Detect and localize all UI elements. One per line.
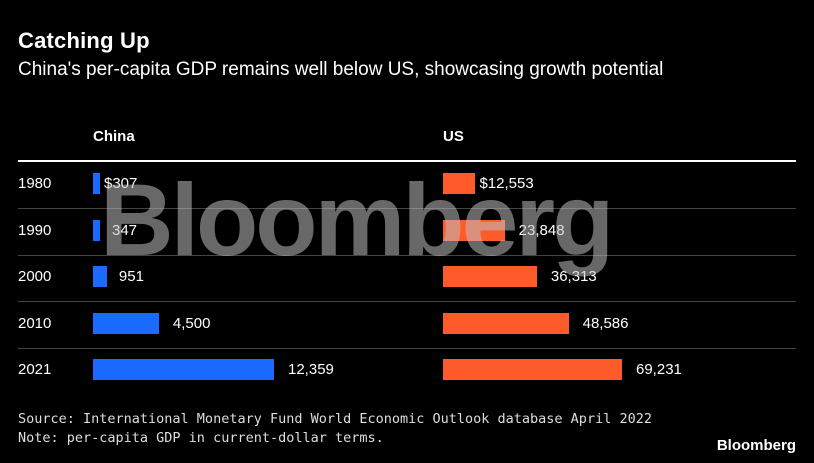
row-divider (18, 254, 796, 256)
bar-china-2021 (93, 359, 274, 380)
value-label-china-2021: 12,359 (288, 361, 334, 378)
bar-china-1980 (93, 173, 100, 194)
value-label-china-2000: 951 (118, 268, 144, 285)
bar-china-1990 (93, 219, 100, 241)
chart-subtitle: China's per-capita GDP remains well belo… (18, 59, 664, 80)
value-label-us-2010: 48,586 (582, 314, 629, 332)
value-label-us-1980: $12,553 (479, 175, 534, 192)
value-label-us-2021: 69,231 (636, 361, 682, 378)
bar-us-2000 (443, 266, 537, 287)
column-header-us: US (443, 128, 464, 145)
year-label-2000: 2000 (18, 268, 52, 285)
value-label-china-1990: 347 (112, 221, 138, 239)
value-label-us-1990: 23,848 (518, 221, 565, 239)
bar-us-1980 (443, 173, 476, 194)
row-divider (18, 347, 796, 349)
header-rule (18, 160, 796, 162)
note-text: Note: per-capita GDP in current-dollar t… (18, 430, 384, 446)
bar-us-1990 (443, 219, 505, 241)
bloomberg-watermark: Bloomberg (100, 163, 614, 277)
source-note: Source: International Monetary Fund Worl… (18, 410, 652, 448)
bar-china-2010 (93, 312, 159, 334)
bar-china-2000 (93, 266, 107, 287)
value-label-china-1980: $307 (104, 175, 138, 192)
bar-us-2021 (443, 359, 622, 380)
value-label-us-2000: 36,313 (550, 268, 597, 285)
chart-title: Catching Up (18, 28, 150, 53)
row-divider (18, 208, 796, 209)
bar-us-2010 (443, 312, 569, 334)
year-label-1990: 1990 (18, 221, 52, 239)
bloomberg-logo: Bloomberg (716, 437, 796, 454)
year-label-2021: 2021 (18, 361, 52, 378)
row-divider (18, 301, 796, 302)
value-label-china-2010: 4,500 (172, 314, 211, 332)
column-header-china: China (93, 128, 135, 145)
year-label-2010: 2010 (18, 314, 52, 332)
source-text: Source: International Monetary Fund Worl… (18, 411, 652, 427)
year-label-1980: 1980 (18, 175, 52, 192)
